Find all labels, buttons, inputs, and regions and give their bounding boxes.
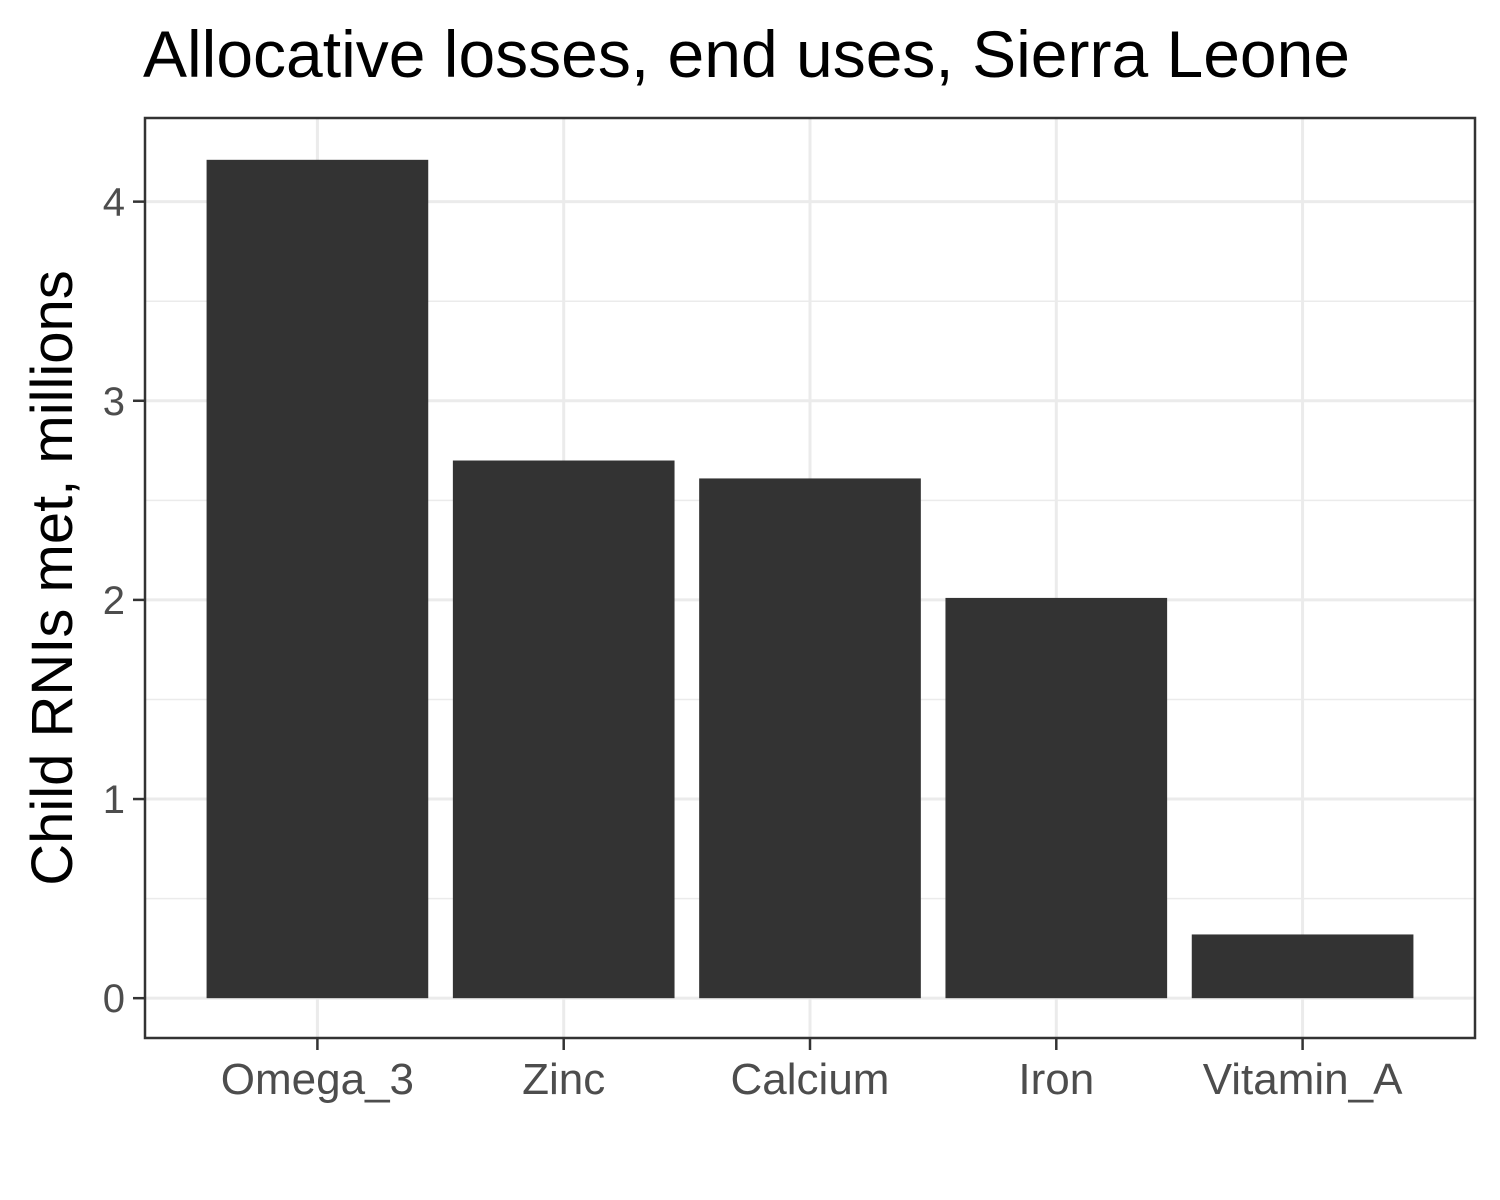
y-axis: 0 1 2 3 4 (103, 181, 145, 1021)
bar-iron (945, 597, 1168, 999)
x-tick-label: Calcium (731, 1055, 890, 1104)
bar-zinc (452, 460, 675, 999)
x-tick-label: Omega_3 (221, 1055, 414, 1104)
x-tick-label: Iron (1018, 1055, 1094, 1104)
y-tick-label: 2 (103, 579, 125, 623)
bar-calcium (699, 478, 921, 999)
y-tick-label: 3 (103, 380, 125, 424)
x-axis: Omega_3 Zinc Calcium Iron Vitamin_A (221, 1038, 1403, 1104)
chart-title: Allocative losses, end uses, Sierra Leon… (143, 17, 1350, 91)
x-tick-label: Zinc (522, 1055, 605, 1104)
y-tick-label: 1 (103, 778, 125, 822)
y-tick-label: 0 (103, 977, 125, 1021)
y-tick-label: 4 (103, 181, 125, 225)
bar-vitamin-a (1191, 934, 1414, 999)
bar-omega-3 (206, 159, 429, 999)
x-tick-label: Vitamin_A (1203, 1055, 1403, 1104)
bars (206, 159, 1414, 999)
y-axis-label: Child RNIs met, millions (20, 270, 85, 886)
